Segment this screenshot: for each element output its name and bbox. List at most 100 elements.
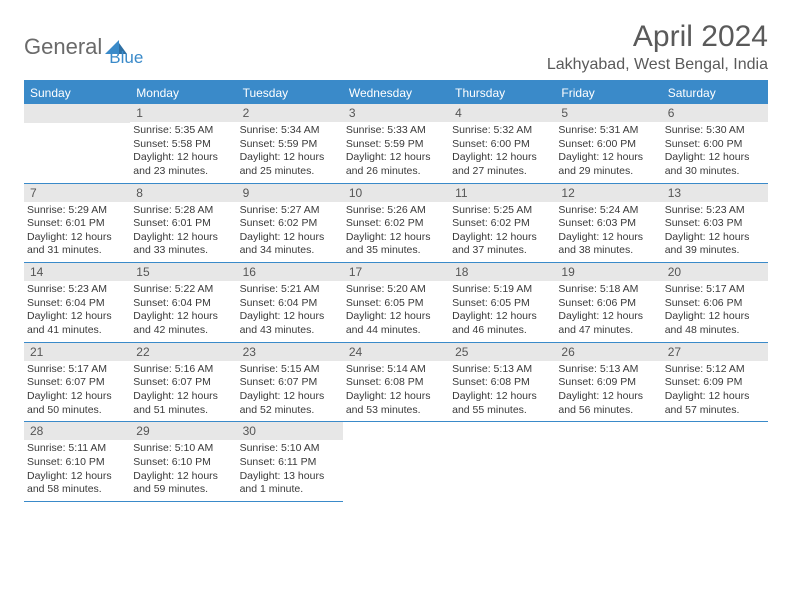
day-number: 7: [24, 184, 130, 202]
sunset-line: Sunset: 6:03 PM: [558, 217, 658, 231]
day-cell: 18Sunrise: 5:19 AMSunset: 6:05 PMDayligh…: [449, 263, 555, 342]
day-body: Sunrise: 5:18 AMSunset: 6:06 PMDaylight:…: [555, 281, 661, 342]
header: General Blue April 2024 Lakhyabad, West …: [24, 20, 768, 74]
day-number: 28: [24, 422, 130, 440]
sunset-line: Sunset: 6:01 PM: [133, 217, 233, 231]
sunset-line: Sunset: 6:09 PM: [558, 376, 658, 390]
day-number: 6: [662, 104, 768, 122]
daylight-line: Daylight: 12 hours and 23 minutes.: [133, 151, 233, 178]
day-cell: 7Sunrise: 5:29 AMSunset: 6:01 PMDaylight…: [24, 184, 130, 263]
day-cell: 11Sunrise: 5:25 AMSunset: 6:02 PMDayligh…: [449, 184, 555, 263]
location: Lakhyabad, West Bengal, India: [547, 56, 768, 74]
week-row: 14Sunrise: 5:23 AMSunset: 6:04 PMDayligh…: [24, 263, 768, 343]
day-of-week-cell: Wednesday: [343, 82, 449, 104]
sunrise-line: Sunrise: 5:22 AM: [133, 283, 233, 297]
day-cell: 19Sunrise: 5:18 AMSunset: 6:06 PMDayligh…: [555, 263, 661, 342]
calendar: SundayMondayTuesdayWednesdayThursdayFrid…: [24, 80, 768, 502]
sunset-line: Sunset: 6:02 PM: [240, 217, 340, 231]
day-number: 14: [24, 263, 130, 281]
daylight-line: Daylight: 12 hours and 35 minutes.: [346, 231, 446, 258]
day-body: Sunrise: 5:31 AMSunset: 6:00 PMDaylight:…: [555, 122, 661, 183]
day-cell: [662, 422, 768, 502]
day-number: [343, 422, 449, 441]
sunrise-line: Sunrise: 5:30 AM: [665, 124, 765, 138]
sunrise-line: Sunrise: 5:14 AM: [346, 363, 446, 377]
daylight-line: Daylight: 12 hours and 39 minutes.: [665, 231, 765, 258]
sunrise-line: Sunrise: 5:33 AM: [346, 124, 446, 138]
daylight-line: Daylight: 12 hours and 42 minutes.: [133, 310, 233, 337]
daylight-line: Daylight: 12 hours and 37 minutes.: [452, 231, 552, 258]
sunrise-line: Sunrise: 5:29 AM: [27, 204, 127, 218]
weeks-container: 1Sunrise: 5:35 AMSunset: 5:58 PMDaylight…: [24, 104, 768, 502]
day-body: Sunrise: 5:29 AMSunset: 6:01 PMDaylight:…: [24, 202, 130, 263]
sunset-line: Sunset: 6:05 PM: [452, 297, 552, 311]
day-body: Sunrise: 5:16 AMSunset: 6:07 PMDaylight:…: [130, 361, 236, 422]
day-number: 5: [555, 104, 661, 122]
day-number: 9: [237, 184, 343, 202]
sunset-line: Sunset: 6:09 PM: [665, 376, 765, 390]
daylight-line: Daylight: 12 hours and 34 minutes.: [240, 231, 340, 258]
daylight-line: Daylight: 12 hours and 48 minutes.: [665, 310, 765, 337]
daylight-line: Daylight: 12 hours and 47 minutes.: [558, 310, 658, 337]
day-body: Sunrise: 5:22 AMSunset: 6:04 PMDaylight:…: [130, 281, 236, 342]
daylight-line: Daylight: 12 hours and 58 minutes.: [27, 470, 127, 497]
sunrise-line: Sunrise: 5:10 AM: [240, 442, 340, 456]
day-number: 12: [555, 184, 661, 202]
sunrise-line: Sunrise: 5:23 AM: [27, 283, 127, 297]
sunrise-line: Sunrise: 5:15 AM: [240, 363, 340, 377]
day-number: 18: [449, 263, 555, 281]
day-body: Sunrise: 5:24 AMSunset: 6:03 PMDaylight:…: [555, 202, 661, 263]
day-number: 10: [343, 184, 449, 202]
day-of-week-cell: Thursday: [449, 82, 555, 104]
daylight-line: Daylight: 12 hours and 43 minutes.: [240, 310, 340, 337]
day-cell: 28Sunrise: 5:11 AMSunset: 6:10 PMDayligh…: [24, 422, 130, 502]
daylight-line: Daylight: 13 hours and 1 minute.: [240, 470, 340, 497]
week-row: 1Sunrise: 5:35 AMSunset: 5:58 PMDaylight…: [24, 104, 768, 184]
sunrise-line: Sunrise: 5:26 AM: [346, 204, 446, 218]
day-number: 24: [343, 343, 449, 361]
day-body: Sunrise: 5:23 AMSunset: 6:03 PMDaylight:…: [662, 202, 768, 263]
day-body: Sunrise: 5:30 AMSunset: 6:00 PMDaylight:…: [662, 122, 768, 183]
daylight-line: Daylight: 12 hours and 50 minutes.: [27, 390, 127, 417]
daylight-line: Daylight: 12 hours and 30 minutes.: [665, 151, 765, 178]
sunrise-line: Sunrise: 5:17 AM: [665, 283, 765, 297]
day-body: Sunrise: 5:19 AMSunset: 6:05 PMDaylight:…: [449, 281, 555, 342]
sunrise-line: Sunrise: 5:18 AM: [558, 283, 658, 297]
sunset-line: Sunset: 6:01 PM: [27, 217, 127, 231]
day-body: Sunrise: 5:15 AMSunset: 6:07 PMDaylight:…: [237, 361, 343, 422]
logo-text-blue: Blue: [109, 48, 143, 68]
sunset-line: Sunset: 6:10 PM: [27, 456, 127, 470]
sunset-line: Sunset: 6:11 PM: [240, 456, 340, 470]
sunrise-line: Sunrise: 5:28 AM: [133, 204, 233, 218]
day-number: 13: [662, 184, 768, 202]
day-body: Sunrise: 5:26 AMSunset: 6:02 PMDaylight:…: [343, 202, 449, 263]
day-number: [24, 104, 130, 123]
day-body: Sunrise: 5:10 AMSunset: 6:11 PMDaylight:…: [237, 440, 343, 501]
week-row: 7Sunrise: 5:29 AMSunset: 6:01 PMDaylight…: [24, 184, 768, 264]
day-number: 15: [130, 263, 236, 281]
sunset-line: Sunset: 6:07 PM: [27, 376, 127, 390]
sunrise-line: Sunrise: 5:16 AM: [133, 363, 233, 377]
sunrise-line: Sunrise: 5:25 AM: [452, 204, 552, 218]
daylight-line: Daylight: 12 hours and 53 minutes.: [346, 390, 446, 417]
day-of-week-row: SundayMondayTuesdayWednesdayThursdayFrid…: [24, 82, 768, 104]
title-area: April 2024 Lakhyabad, West Bengal, India: [547, 20, 768, 74]
day-number: 11: [449, 184, 555, 202]
daylight-line: Daylight: 12 hours and 31 minutes.: [27, 231, 127, 258]
sunset-line: Sunset: 6:00 PM: [558, 138, 658, 152]
day-cell: 2Sunrise: 5:34 AMSunset: 5:59 PMDaylight…: [237, 104, 343, 183]
sunset-line: Sunset: 6:04 PM: [240, 297, 340, 311]
sunset-line: Sunset: 6:00 PM: [452, 138, 552, 152]
day-cell: 17Sunrise: 5:20 AMSunset: 6:05 PMDayligh…: [343, 263, 449, 342]
day-cell: 16Sunrise: 5:21 AMSunset: 6:04 PMDayligh…: [237, 263, 343, 342]
sunset-line: Sunset: 6:04 PM: [27, 297, 127, 311]
sunrise-line: Sunrise: 5:12 AM: [665, 363, 765, 377]
day-cell: 12Sunrise: 5:24 AMSunset: 6:03 PMDayligh…: [555, 184, 661, 263]
day-body: Sunrise: 5:35 AMSunset: 5:58 PMDaylight:…: [130, 122, 236, 183]
day-number: 20: [662, 263, 768, 281]
daylight-line: Daylight: 12 hours and 59 minutes.: [133, 470, 233, 497]
sunset-line: Sunset: 6:08 PM: [346, 376, 446, 390]
day-number: 21: [24, 343, 130, 361]
day-body: Sunrise: 5:32 AMSunset: 6:00 PMDaylight:…: [449, 122, 555, 183]
sunset-line: Sunset: 6:02 PM: [346, 217, 446, 231]
